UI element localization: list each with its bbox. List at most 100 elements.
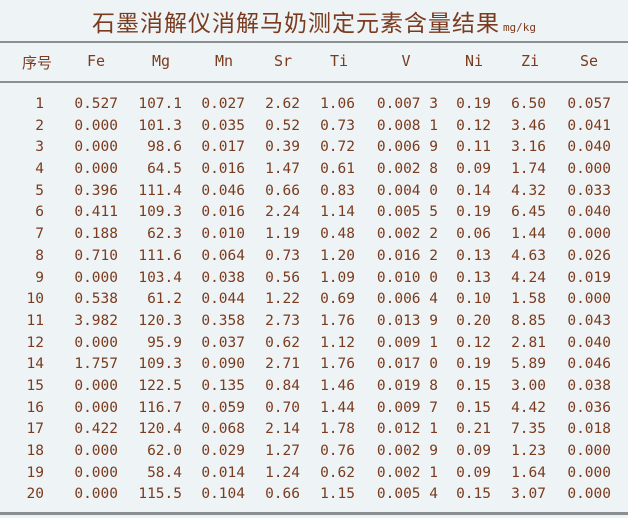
value-cell-mg: 101.3 [138,117,182,134]
value-cell-ni: 0.19 [456,96,491,112]
value-cell-fe: 0.527 [74,96,118,112]
value-cell-fe: 0.000 [74,334,118,351]
value-cell-mg: 98.6 [147,139,182,156]
value-cell-se: 0.036 [567,399,611,416]
value-cell-mg: 111.6 [138,247,182,264]
table-row: 16 0.000 116.7 0.059 0.70 1.44 0.009 7 0.15 4.42… [0,400,628,422]
value-cell-mg: 109.3 [138,356,182,373]
value-cell-ti: 0.73 [320,117,355,134]
value-cell-ti: 1.20 [320,247,355,264]
row-index-cell: 12 [26,334,44,351]
value-cell-mn: 0.059 [201,399,245,416]
top-rule [0,41,628,43]
value-cell-zi: 6.45 [511,204,546,221]
value-cell-ni: 0.06 [456,226,491,243]
table-row: 4 0.000 64.5 0.016 1.47 0.61 0.002 8 0.09 1.74 0.… [0,161,628,183]
value-cell-v: 0.019 8 [376,377,438,394]
value-cell-ni: 0.09 [456,161,491,178]
header-cell: V [401,52,411,70]
value-cell-sr: 2.71 [265,356,300,373]
table-row: 7 0.188 62.3 0.010 1.19 0.48 0.002 2 0.06 1.44 0.… [0,226,628,248]
value-cell-ni: 0.11 [456,139,491,156]
value-cell-sr: 2.73 [265,312,300,329]
value-cell-fe: 0.000 [74,443,118,459]
value-cell-mn: 0.068 [201,421,245,438]
value-cell-v: 0.013 9 [376,312,438,329]
table-row: 2 0.000 101.3 0.035 0.52 0.73 0.008 1 0.12 3.46 0… [0,118,628,140]
value-cell-v: 0.009 1 [376,334,438,351]
value-cell-sr: 0.66 [265,486,300,503]
value-cell-se: 0.000 [567,464,611,481]
value-cell-mg: 62.3 [147,226,182,243]
row-index-cell: 19 [26,464,44,481]
value-cell-mn: 0.035 [201,117,245,134]
value-cell-ti: 1.76 [320,312,355,329]
value-cell-ti: 0.76 [320,443,355,459]
value-cell-ni: 0.15 [456,399,491,416]
value-cell-v: 0.005 4 [376,486,438,503]
value-cell-sr: 1.47 [265,161,300,178]
table-row: 20 0.000 115.5 0.104 0.66 1.15 0.005 4 0.15 3.07… [0,486,628,508]
value-cell-ni: 0.10 [456,291,491,308]
value-cell-se: 0.040 [567,204,611,221]
value-cell-v: 0.004 0 [376,182,438,199]
value-cell-mn: 0.017 [201,139,245,156]
value-cell-mn: 0.014 [201,464,245,481]
header-cell: Mn [214,52,234,70]
value-cell-ti: 0.83 [320,182,355,199]
value-cell-sr: 2.14 [265,421,300,438]
value-cell-sr: 0.84 [265,377,300,394]
value-cell-v: 0.008 1 [376,117,438,134]
value-cell-mg: 58.4 [147,464,182,481]
value-cell-zi: 8.85 [511,312,546,329]
value-cell-sr: 0.52 [265,117,300,134]
value-cell-mn: 0.104 [201,486,245,503]
value-cell-mg: 115.5 [138,486,182,503]
value-cell-fe: 0.000 [74,161,118,178]
value-cell-mn: 0.029 [201,443,245,459]
value-cell-fe: 0.396 [74,182,118,199]
value-cell-ni: 0.19 [456,356,491,373]
value-cell-v: 0.009 7 [376,399,438,416]
value-cell-sr: 2.62 [265,96,300,112]
value-cell-zi: 2.81 [511,334,546,351]
value-cell-ti: 0.62 [320,464,355,481]
value-cell-ti: 1.09 [320,269,355,286]
row-index-cell: 7 [35,226,44,243]
value-cell-fe: 0.000 [74,464,118,481]
value-cell-zi: 3.16 [511,139,546,156]
value-cell-fe: 0.411 [74,204,118,221]
value-cell-fe: 0.188 [74,226,118,243]
row-index-cell: 16 [26,399,44,416]
value-cell-se: 0.000 [567,291,611,308]
value-cell-v: 0.005 5 [376,204,438,221]
value-cell-mn: 0.010 [201,226,245,243]
value-cell-se: 0.040 [567,334,611,351]
value-cell-sr: 1.27 [265,443,300,459]
header-cell: Zi [520,52,540,70]
table-row: 19 0.000 58.4 0.014 1.24 0.62 0.002 1 0.09 1.64 0… [0,465,628,487]
header-cell: Sr [273,52,293,70]
value-cell-ni: 0.15 [456,377,491,394]
value-cell-se: 0.057 [567,96,611,112]
value-cell-v: 0.016 2 [376,247,438,264]
value-cell-ni: 0.14 [456,182,491,199]
value-cell-se: 0.046 [567,356,611,373]
value-cell-se: 0.026 [567,247,611,264]
row-index-cell: 2 [35,117,44,134]
value-cell-sr: 2.24 [265,204,300,221]
table-row: 12 0.000 95.9 0.037 0.62 1.12 0.009 1 0.12 2.81 0… [0,335,628,357]
value-cell-sr: 0.73 [265,247,300,264]
value-cell-se: 0.043 [567,312,611,329]
row-index-cell: 6 [35,204,44,221]
table-title: 石墨消解仪消解马奶测定元素含量结果 mg/kg [0,4,628,38]
value-cell-v: 0.006 9 [376,139,438,156]
row-index-cell: 14 [26,356,44,373]
header-cell: Ti [329,52,349,70]
value-cell-ni: 0.09 [456,464,491,481]
value-cell-ni: 0.15 [456,486,491,503]
value-cell-mg: 111.4 [138,182,182,199]
value-cell-zi: 1.58 [511,291,546,308]
header-cell: 序号 [21,54,53,72]
value-cell-mn: 0.046 [201,182,245,199]
